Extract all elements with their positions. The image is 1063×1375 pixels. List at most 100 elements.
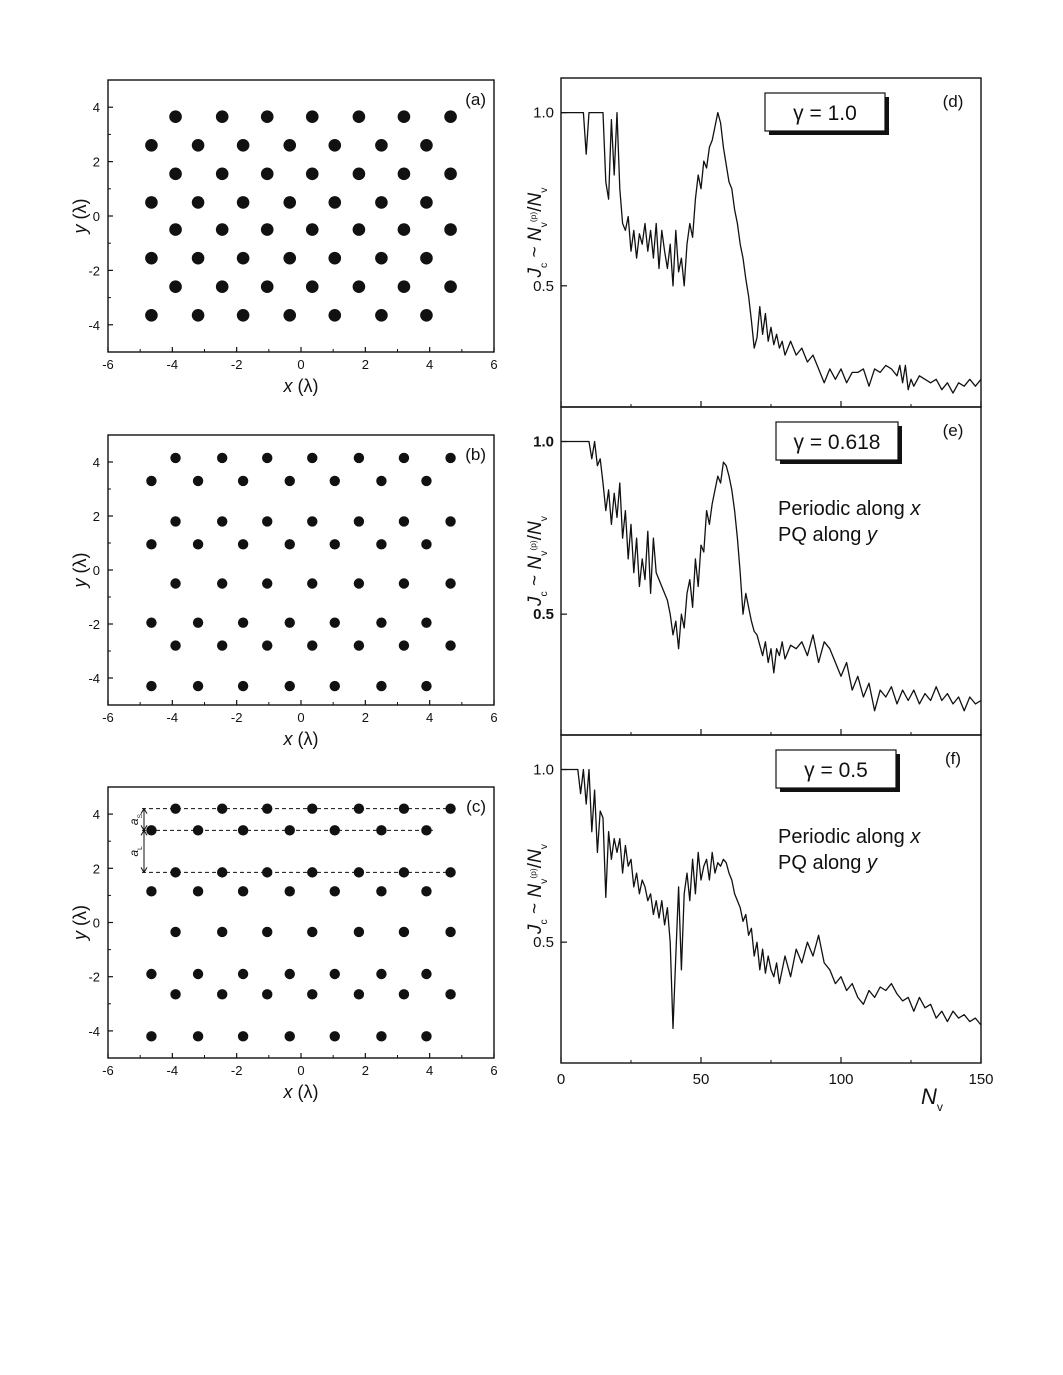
lattice-point: [397, 223, 411, 236]
panel-label: (f): [945, 749, 961, 768]
lattice-point: [169, 280, 182, 294]
jc-series-line: [561, 440, 982, 712]
y-tick-label: 0.5: [533, 934, 554, 951]
gamma-label: γ = 1.0: [793, 102, 857, 125]
legend-box: [764, 92, 886, 132]
y-axis-label: y (λ): [70, 199, 90, 236]
arrow-head: [140, 807, 148, 814]
lattice-point: [376, 539, 387, 550]
x-tick-label: 150: [968, 1071, 993, 1088]
jc-series-line: [561, 111, 982, 394]
lattice-point: [284, 617, 295, 628]
lattice-point: [420, 308, 433, 322]
legend-box: [775, 421, 899, 461]
y-tick-label: 0.5: [533, 606, 554, 623]
lattice-point: [215, 110, 229, 124]
arrow-head: [140, 867, 148, 874]
x-tick-label: -2: [231, 710, 243, 725]
x-tick-label: 6: [490, 1063, 497, 1078]
plot-frame: [107, 786, 495, 1059]
y-tick-label: -4: [88, 1024, 100, 1039]
y-axis-label: y (λ): [70, 553, 90, 590]
lattice-point: [283, 196, 297, 209]
x-tick-label: 0: [557, 1071, 565, 1088]
lattice-point: [307, 452, 318, 464]
y-tick-label: 0.5: [533, 278, 554, 295]
x-tick-label: 0: [297, 357, 304, 372]
lattice-point: [445, 926, 456, 938]
lattice-point: [421, 1031, 432, 1042]
lattice-point: [192, 886, 204, 897]
lattice-point: [397, 167, 411, 181]
x-tick-label: -4: [167, 710, 179, 725]
annotation-line: Periodic along x: [778, 826, 921, 848]
lattice-point: [192, 680, 204, 692]
lattice-point: [237, 617, 249, 628]
lattice-point: [353, 578, 365, 589]
lattice-point: [170, 640, 181, 651]
y-tick-label: 2: [93, 509, 100, 524]
lattice-point: [145, 138, 158, 152]
lattice-point: [328, 196, 342, 209]
y-tick-label: 1.0: [533, 434, 554, 451]
lattice-point: [329, 539, 340, 550]
plot-frame: [560, 734, 982, 1064]
lattice-point: [170, 452, 181, 464]
lattice-point: [398, 452, 410, 464]
lattice-point: [376, 475, 387, 487]
x-axis-label: x (λ): [283, 729, 319, 749]
lattice-point: [237, 1031, 249, 1042]
lattice-point: [262, 803, 273, 814]
lattice-point: [376, 680, 387, 692]
lattice-point: [169, 110, 182, 124]
lattice-point: [397, 280, 411, 294]
x-tick-label: 4: [426, 357, 433, 372]
panel-label: (b): [465, 445, 486, 464]
lattice-point: [398, 989, 410, 1000]
jc-series-line: [561, 768, 982, 1030]
lattice-point: [170, 989, 181, 1000]
lattice-point: [421, 475, 432, 487]
lattice-point: [398, 640, 410, 651]
lattice-point: [353, 803, 365, 814]
lattice-point: [260, 110, 274, 124]
lattice-point: [260, 223, 274, 236]
plot-frame: [560, 406, 982, 736]
lattice-point: [283, 308, 297, 322]
x-tick-label: 6: [490, 710, 497, 725]
lattice-point: [237, 886, 249, 897]
lattice-point: [445, 452, 456, 464]
lattice-point: [170, 867, 181, 878]
lattice-point: [352, 110, 366, 124]
x-tick-label: 2: [362, 1063, 369, 1078]
y-tick-label: 4: [93, 455, 100, 470]
lattice-point: [398, 926, 410, 938]
lattice-point: [375, 138, 388, 152]
lattice-panel-c: -6 -4 -2 0 2 4 6 -4 -2 0 2 4 aS aL (c) x (λ) y (λ): [70, 786, 498, 1102]
lattice-point: [262, 867, 273, 878]
annotation-line: Periodic along x: [778, 498, 921, 520]
lattice-point: [329, 1031, 340, 1042]
lattice-point: [216, 803, 228, 814]
lattice-point: [216, 640, 228, 651]
x-tick-label: -2: [231, 1063, 243, 1078]
lattice-point: [284, 1031, 295, 1042]
lattice-point: [236, 308, 250, 322]
lattice-point: [307, 926, 318, 938]
lattice-point: [307, 989, 318, 1000]
x-tick-label: 2: [362, 357, 369, 372]
lattice-point: [375, 196, 388, 209]
lattice-point: [145, 196, 158, 209]
lattice-point: [397, 110, 411, 124]
x-tick-label: 4: [426, 710, 433, 725]
y-tick-label: -2: [88, 617, 100, 632]
annotation-line: PQ along y: [778, 524, 878, 546]
lattice-point: [420, 196, 433, 209]
y-tick-label: 0: [93, 563, 100, 578]
lattice-point: [398, 578, 410, 589]
lattice-point: [329, 825, 340, 836]
lattice-point: [421, 680, 432, 692]
lattice-point: [260, 167, 274, 181]
lattice-point: [421, 968, 432, 980]
